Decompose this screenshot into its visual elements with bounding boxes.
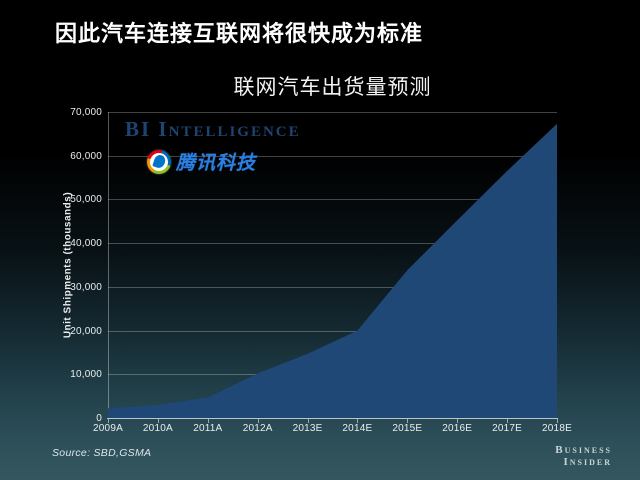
- y-tick-label: 20,000: [70, 325, 102, 337]
- x-tick-label: 2018E: [542, 423, 572, 434]
- y-axis-line: [108, 112, 109, 418]
- x-tick-mark: [457, 419, 459, 423]
- x-tick-label: 2013E: [292, 423, 323, 434]
- x-tick-mark: [207, 419, 209, 423]
- y-tick-label: 60,000: [70, 150, 102, 162]
- x-tick-label: 2014E: [342, 423, 373, 434]
- y-tick-label: 70,000: [70, 107, 102, 118]
- y-tick-label: 30,000: [70, 281, 102, 293]
- x-tick-mark: [407, 419, 409, 423]
- area-polygon: [108, 123, 557, 418]
- chart-title: 联网汽车出货量预测: [233, 76, 432, 99]
- x-tick-mark: [307, 419, 309, 423]
- tencent-tech-label: 腾讯科技: [176, 153, 257, 174]
- y-tick-label: 0: [96, 413, 102, 424]
- x-tick-mark: [507, 419, 509, 423]
- gridline: [108, 286, 557, 288]
- x-tick-label: 2009A: [93, 423, 123, 434]
- x-tick-label: 2012A: [242, 423, 273, 434]
- x-tick-mark: [357, 419, 359, 423]
- gridline: [108, 112, 557, 113]
- x-tick-label: 2016E: [442, 423, 473, 434]
- x-tick-label: 2015E: [392, 423, 423, 434]
- business-insider-line2: Insider: [563, 456, 612, 468]
- main-title: 因此汽车连接互联网将很快成为标准: [55, 21, 424, 46]
- tencent-tech-logo: 腾讯科技: [147, 148, 256, 175]
- gridline: [108, 199, 557, 201]
- y-tick-label: 50,000: [70, 194, 102, 206]
- y-tick-label: 40,000: [70, 238, 102, 250]
- x-tick-mark: [108, 419, 109, 423]
- bi-intelligence-logo: BI Intelligence: [125, 117, 301, 141]
- gridline: [108, 243, 557, 245]
- x-tick-label: 2011A: [193, 423, 223, 434]
- x-tick-label: 2017E: [492, 423, 523, 434]
- source-note: Source: SBD,GSMA: [52, 447, 152, 459]
- area-series: [108, 123, 557, 418]
- gridline: [108, 330, 557, 332]
- x-tick-mark: [257, 419, 259, 423]
- x-tick-mark: [557, 419, 558, 423]
- x-tick-mark: [157, 419, 159, 423]
- tencent-globe-icon: [147, 149, 171, 174]
- business-insider-logo: Business Insider: [555, 444, 612, 468]
- x-tick-label: 2010A: [142, 423, 173, 434]
- business-insider-line1: Business: [555, 444, 612, 456]
- gridline: [108, 155, 557, 157]
- y-tick-label: 10,000: [70, 369, 102, 381]
- x-axis-line: [107, 418, 558, 419]
- y-axis-title: Unit Shipments (thousands): [62, 191, 74, 339]
